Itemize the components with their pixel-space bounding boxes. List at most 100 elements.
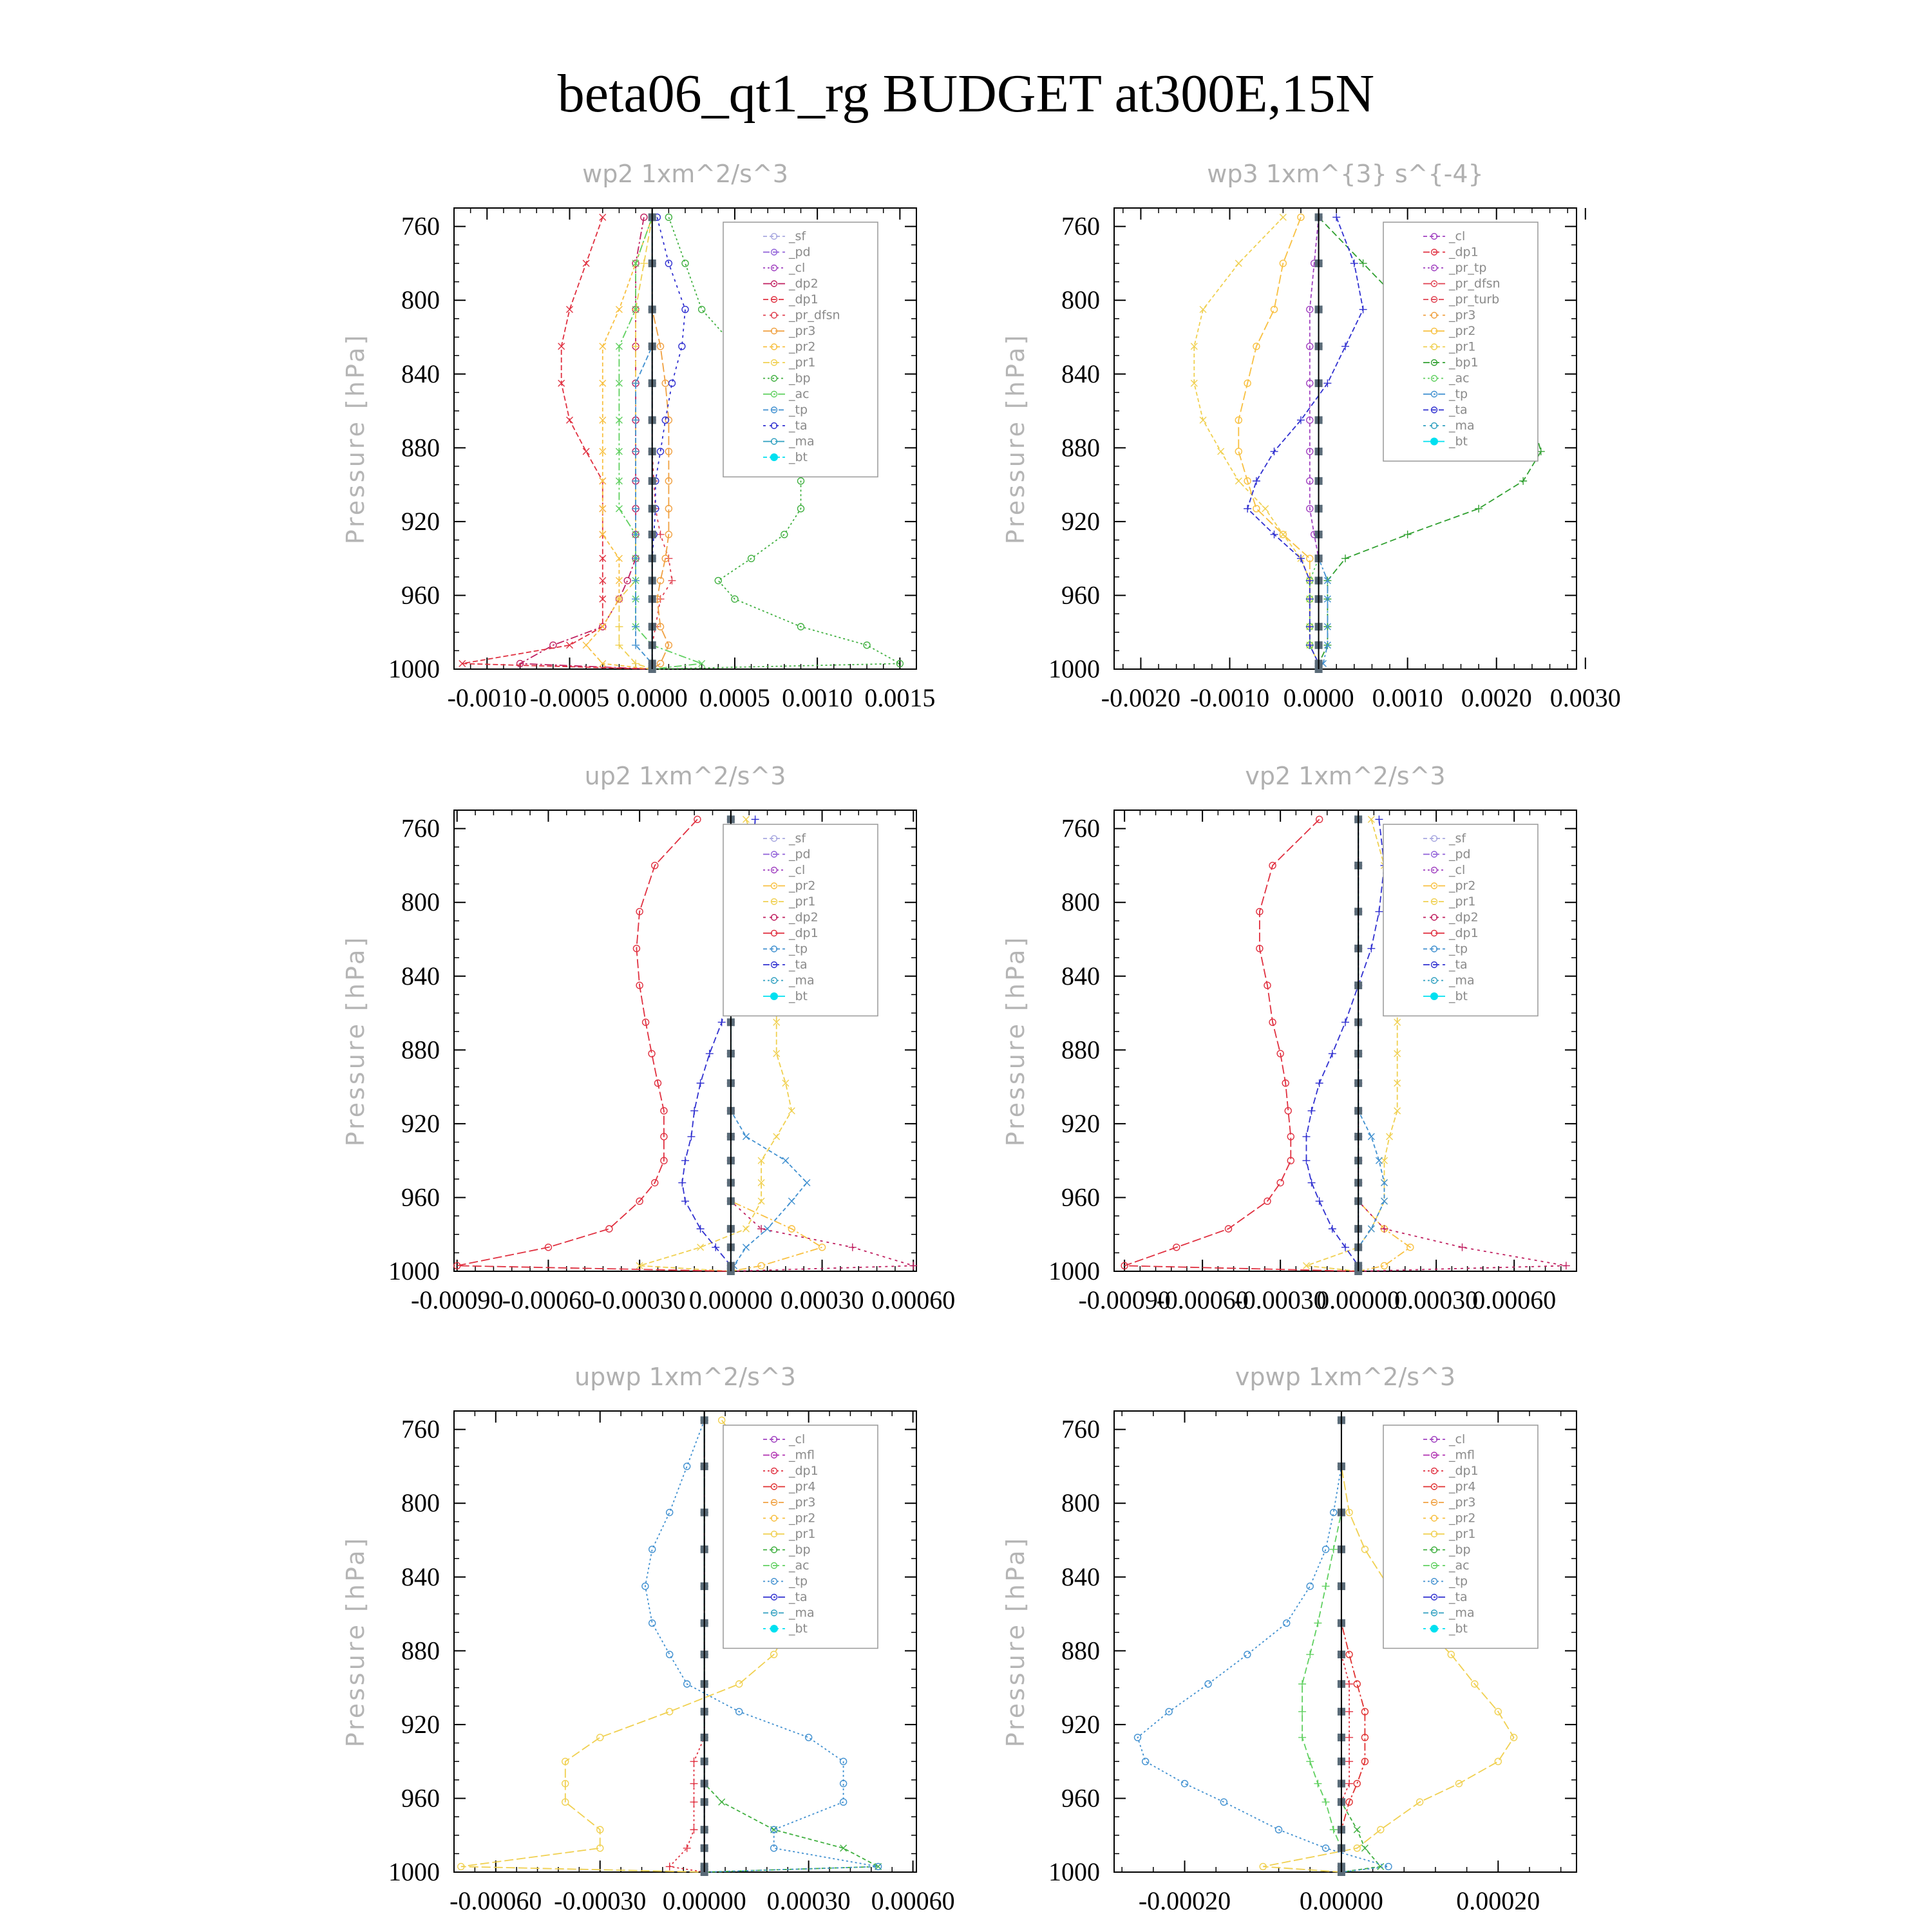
data-point — [1367, 1225, 1375, 1233]
x-tick-label: 0.0030 — [1550, 683, 1621, 712]
data-point — [1315, 1079, 1323, 1087]
legend-marker — [770, 264, 778, 272]
legend-marker — [1430, 249, 1438, 256]
y-tick-label: 960 — [401, 1182, 440, 1211]
data-point — [1353, 1826, 1361, 1833]
x-tick-label: 0.0015 — [864, 683, 935, 712]
legend-label: _ta — [1448, 958, 1468, 972]
legend-label: _dp2 — [1448, 911, 1479, 925]
x-tick-label: 0.00000 — [1300, 1886, 1383, 1915]
data-point — [735, 1680, 743, 1688]
series-line — [1124, 819, 1359, 1272]
data-point — [1314, 1779, 1322, 1788]
data-point — [770, 1826, 778, 1833]
y-tick-label: 880 — [1061, 1636, 1100, 1665]
legend-label: _sf — [1448, 831, 1466, 846]
data-point — [1323, 379, 1332, 388]
data-point — [1341, 554, 1349, 563]
data-point — [459, 659, 466, 667]
legend-label: _ma — [788, 1606, 815, 1620]
legend-marker — [770, 1578, 778, 1585]
data-point — [599, 577, 607, 585]
legend-label: _bt — [1448, 1622, 1468, 1636]
y-tick-label: 760 — [1061, 814, 1100, 843]
legend-label: _pr4 — [788, 1480, 815, 1494]
data-point — [615, 505, 623, 513]
legend-label: _cl — [1448, 863, 1465, 877]
legend-marker — [1430, 1593, 1438, 1601]
legend-marker — [1430, 327, 1438, 335]
series-line — [1318, 217, 1329, 670]
legend-marker — [770, 945, 778, 952]
data-point — [1394, 1107, 1401, 1115]
x-tick-label: -0.00060 — [450, 1886, 542, 1915]
data-point — [1305, 623, 1314, 631]
data-point — [1133, 1734, 1142, 1741]
data-point — [1381, 1179, 1388, 1187]
legend-label: _bt — [788, 450, 808, 464]
data-point — [1296, 554, 1305, 563]
data-point — [615, 595, 623, 603]
data-point — [632, 504, 640, 513]
y-tick-label: 1000 — [1048, 1256, 1100, 1285]
legend-label: _pr1 — [1448, 1527, 1475, 1541]
data-point — [1270, 305, 1278, 314]
series-line — [462, 216, 652, 670]
legend-label: _pr1 — [788, 355, 815, 370]
x-tick-label: 0.00030 — [767, 1886, 851, 1915]
x-tick-label: -0.0010 — [448, 683, 527, 712]
legend-label: _bt — [788, 989, 808, 1003]
data-point — [1345, 1508, 1353, 1517]
data-point — [661, 416, 669, 424]
data-point — [1235, 448, 1243, 455]
legend-marker — [1430, 1435, 1438, 1443]
legend-marker — [770, 1609, 778, 1616]
legend-label: _mfl — [1448, 1448, 1475, 1463]
data-point — [1306, 554, 1314, 562]
data-point — [1244, 477, 1251, 485]
y-axis-label: Pressure [hPa] — [1001, 935, 1030, 1147]
data-point — [1306, 448, 1314, 455]
data-point — [1381, 1197, 1388, 1205]
y-tick-label: 880 — [401, 1035, 440, 1064]
legend-marker — [770, 961, 778, 969]
data-point — [1180, 1779, 1189, 1788]
x-tick-label: 0.0000 — [1283, 683, 1354, 712]
legend-marker — [1430, 914, 1438, 921]
data-point — [840, 1844, 848, 1852]
y-tick-label: 760 — [401, 814, 440, 843]
data-point — [1306, 379, 1314, 387]
data-point — [1204, 1680, 1212, 1688]
data-point — [1345, 1757, 1354, 1766]
data-point — [558, 379, 565, 387]
data-point — [599, 554, 607, 562]
data-point — [839, 1779, 848, 1788]
legend-label: _pr2 — [788, 1511, 815, 1526]
data-point — [735, 1708, 743, 1716]
legend-marker — [770, 327, 778, 335]
data-point — [690, 1798, 698, 1806]
data-point — [1307, 1106, 1316, 1115]
data-point — [599, 659, 607, 667]
chart-panel: vpwp 1xm^2/s^3 Pressure [hPa] 760 800 840 880… — [1001, 1363, 1577, 1915]
data-point — [751, 815, 759, 824]
data-point — [698, 659, 706, 667]
data-point — [1274, 1826, 1283, 1833]
legend-label: _ma — [1448, 419, 1475, 433]
y-tick-label: 920 — [401, 1710, 440, 1739]
legend-marker — [1430, 992, 1438, 1000]
legend-label: _dp1 — [788, 926, 819, 940]
data-point — [665, 213, 673, 222]
y-tick-label: 840 — [1061, 961, 1100, 990]
data-point — [1264, 1197, 1271, 1205]
data-point — [566, 416, 573, 424]
data-point — [1298, 1733, 1307, 1741]
legend-label: _pd — [788, 848, 811, 862]
legend-marker — [770, 249, 778, 256]
legend-marker — [1430, 1452, 1438, 1459]
legend-marker — [1430, 945, 1438, 952]
data-point — [1297, 213, 1305, 222]
data-point — [1350, 259, 1358, 267]
y-tick-label: 840 — [401, 1562, 440, 1591]
data-point — [781, 531, 788, 538]
